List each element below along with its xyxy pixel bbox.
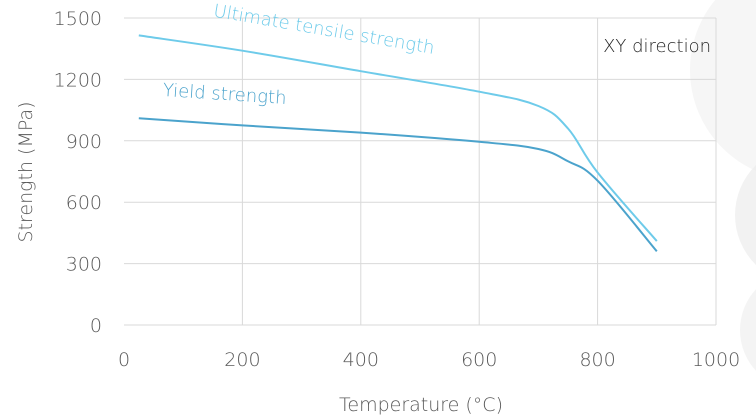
series-name: Yield strength bbox=[162, 80, 287, 109]
x-tick-labels: 0 200 400 600 800 1000 bbox=[118, 349, 740, 371]
x-tick-label: 200 bbox=[224, 349, 260, 371]
series-labels: Ultimate tensile strength Yield strength bbox=[162, 1, 436, 109]
x-axis-title: Temperature (°C) bbox=[339, 394, 503, 416]
y-tick-label: 1500 bbox=[54, 8, 102, 30]
y-tick-label: 1200 bbox=[54, 69, 102, 91]
direction-annotation: XY direction bbox=[603, 36, 711, 57]
x-tick-label: 400 bbox=[343, 349, 379, 371]
series-name: Ultimate tensile strength bbox=[212, 1, 436, 59]
ultimate-tensile-strength-label: Ultimate tensile strength bbox=[212, 1, 436, 59]
y-axis-title: Strength (MPa) bbox=[15, 101, 37, 242]
x-tick-label: 800 bbox=[579, 349, 615, 371]
y-gridlines bbox=[124, 17, 716, 326]
y-tick-labels: 0 300 600 900 1200 1500 bbox=[54, 8, 102, 337]
background-decoration bbox=[690, 0, 756, 371]
y-tick-label: 600 bbox=[66, 192, 102, 214]
series-line-1 bbox=[138, 117, 658, 252]
x-tick-label: 600 bbox=[461, 349, 497, 371]
x-gridlines bbox=[241, 18, 717, 325]
y-tick-label: 900 bbox=[66, 131, 102, 153]
yield-strength-label: Yield strength bbox=[162, 80, 287, 109]
x-tick-label: 1000 bbox=[692, 349, 740, 371]
x-tick-label: 0 bbox=[118, 349, 130, 371]
series-lines bbox=[138, 34, 658, 252]
series-line-0 bbox=[138, 34, 658, 242]
y-tick-label: 300 bbox=[66, 254, 102, 276]
y-tick-label: 0 bbox=[90, 315, 102, 337]
